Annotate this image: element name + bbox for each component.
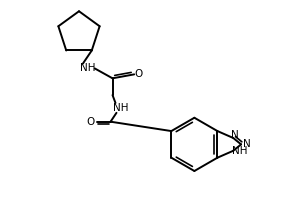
Text: NH: NH bbox=[232, 146, 248, 156]
Text: N: N bbox=[243, 139, 251, 149]
Text: O: O bbox=[134, 69, 142, 79]
Text: N: N bbox=[231, 130, 239, 140]
Text: O: O bbox=[87, 117, 95, 127]
Text: NH: NH bbox=[113, 103, 128, 113]
Text: NH: NH bbox=[80, 63, 96, 73]
